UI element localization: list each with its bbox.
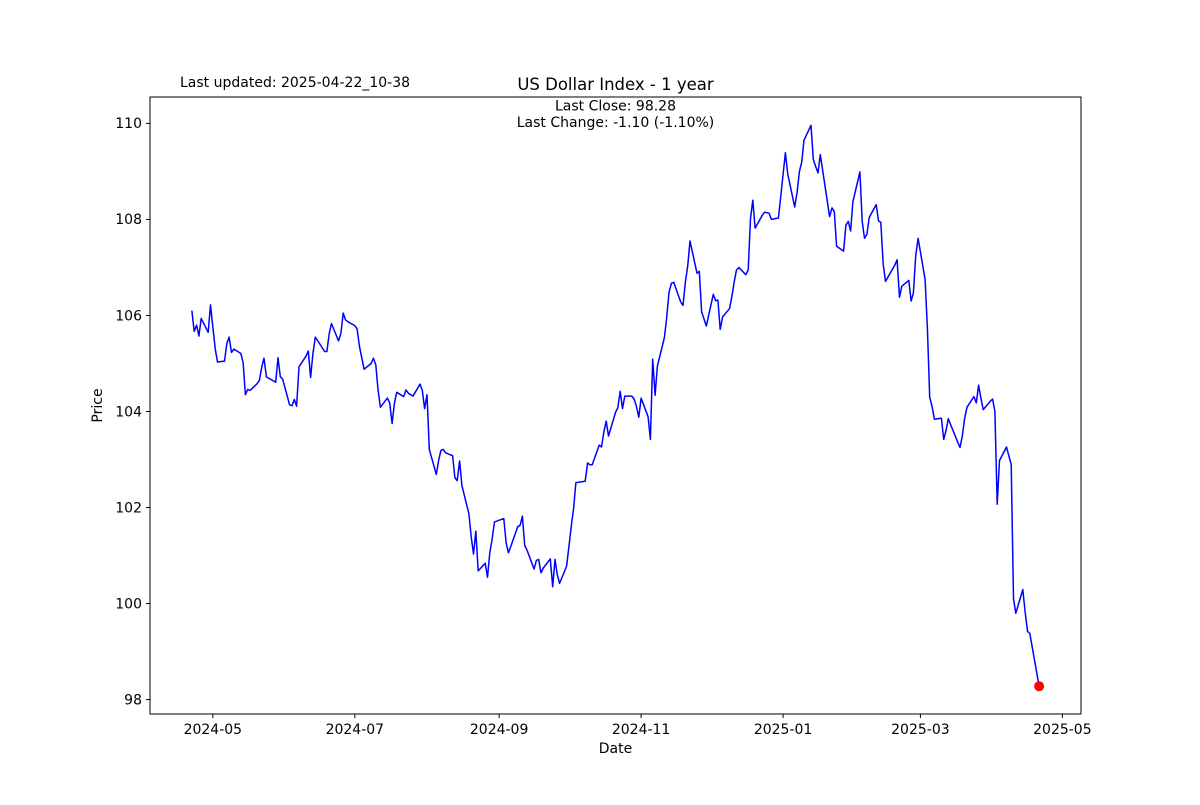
last-updated-text: Last updated: 2025-04-22_10-38 — [180, 75, 410, 91]
chart-title: US Dollar Index - 1 year — [517, 75, 714, 94]
x-tick-label: 2025-01 — [754, 722, 813, 738]
x-tick-label: 2024-05 — [184, 722, 243, 738]
x-axis-ticks: 2024-05 2024-07 2024-09 2024-11 2025-01 2025-… — [184, 714, 1092, 738]
x-tick-label: 2024-11 — [612, 722, 671, 738]
x-tick-label: 2024-07 — [326, 722, 385, 738]
y-tick-label: 98 — [124, 692, 142, 708]
y-tick-label: 110 — [115, 116, 142, 132]
y-axis-ticks: 98 100 102 104 106 108 110 — [115, 116, 150, 708]
y-tick-label: 102 — [115, 500, 142, 516]
price-line-series — [191, 124, 1040, 687]
plot-area — [149, 96, 1082, 715]
y-tick-label: 106 — [115, 308, 142, 324]
y-tick-label: 100 — [115, 596, 142, 612]
last-change-annotation: Last Change: -1.10 (-1.10%) — [517, 115, 715, 131]
x-tick-label: 2025-05 — [1033, 722, 1092, 738]
x-axis-label: Date — [599, 741, 632, 757]
y-axis-label: Price — [90, 388, 106, 422]
y-tick-label: 104 — [115, 404, 142, 420]
x-tick-label: 2024-09 — [470, 722, 529, 738]
x-tick-label: 2025-03 — [891, 722, 950, 738]
last-close-annotation: Last Close: 98.28 — [555, 99, 676, 115]
last-close-marker — [1034, 681, 1045, 692]
y-tick-label: 108 — [115, 212, 142, 228]
